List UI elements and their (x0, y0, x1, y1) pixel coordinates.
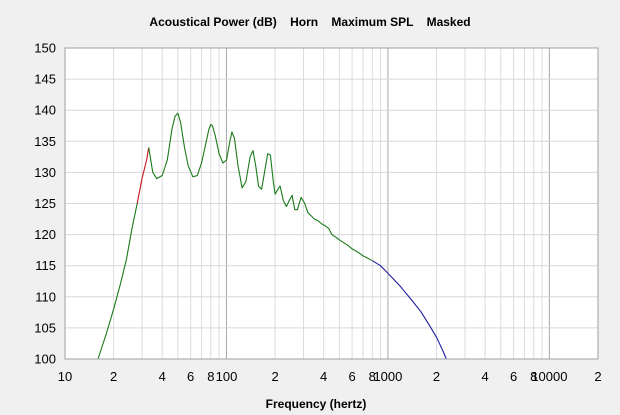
y-tick-label: 110 (35, 289, 56, 304)
y-tick-label: 140 (34, 103, 56, 118)
grid-lines (65, 48, 598, 359)
x-tick-label: 8 (207, 369, 214, 384)
y-tick-label: 145 (34, 72, 56, 87)
y-tick-label: 130 (34, 165, 56, 180)
data-series (97, 112, 447, 360)
x-axis-label: Frequency (hertz) (265, 397, 367, 411)
x-tick-label: 2 (433, 369, 440, 384)
x-tick-label: 10 (58, 369, 72, 384)
x-tick-label: 2 (110, 369, 117, 384)
x-tick-label: 2 (271, 369, 278, 384)
y-tick-label: 100 (34, 352, 56, 367)
chart-title: Acoustical Power (dB) Horn Maximum SPL M… (149, 15, 471, 29)
y-tick-label: 120 (34, 227, 56, 242)
series-line-3 (148, 112, 373, 262)
x-tick-label: 4 (482, 369, 489, 384)
y-axis-ticks: 100 105 110 115 120 125 130 135 140 145 150 (34, 41, 56, 367)
x-tick-label: 6 (348, 369, 355, 384)
y-tick-label: 135 (34, 134, 56, 149)
x-tick-label: 2 (594, 369, 601, 384)
x-tick-label: 1000 (373, 369, 402, 384)
x-tick-label: 6 (187, 369, 194, 384)
series-line-2 (136, 147, 150, 204)
x-tick-label: 4 (320, 369, 327, 384)
y-tick-label: 125 (34, 196, 56, 211)
plot-frame (64, 47, 599, 360)
x-tick-label: 8 (369, 369, 376, 384)
y-tick-label: 105 (34, 320, 56, 335)
x-tick-label: 8 (530, 369, 537, 384)
x-tick-label: 100 (216, 369, 238, 384)
series-line-4 (372, 260, 447, 360)
x-tick-label: 4 (159, 369, 166, 384)
y-tick-label: 150 (34, 41, 56, 56)
x-tick-label: 10000 (531, 369, 567, 384)
x-tick-label: 6 (510, 369, 517, 384)
y-tick-label: 115 (35, 258, 56, 273)
series-line-1 (97, 203, 138, 360)
